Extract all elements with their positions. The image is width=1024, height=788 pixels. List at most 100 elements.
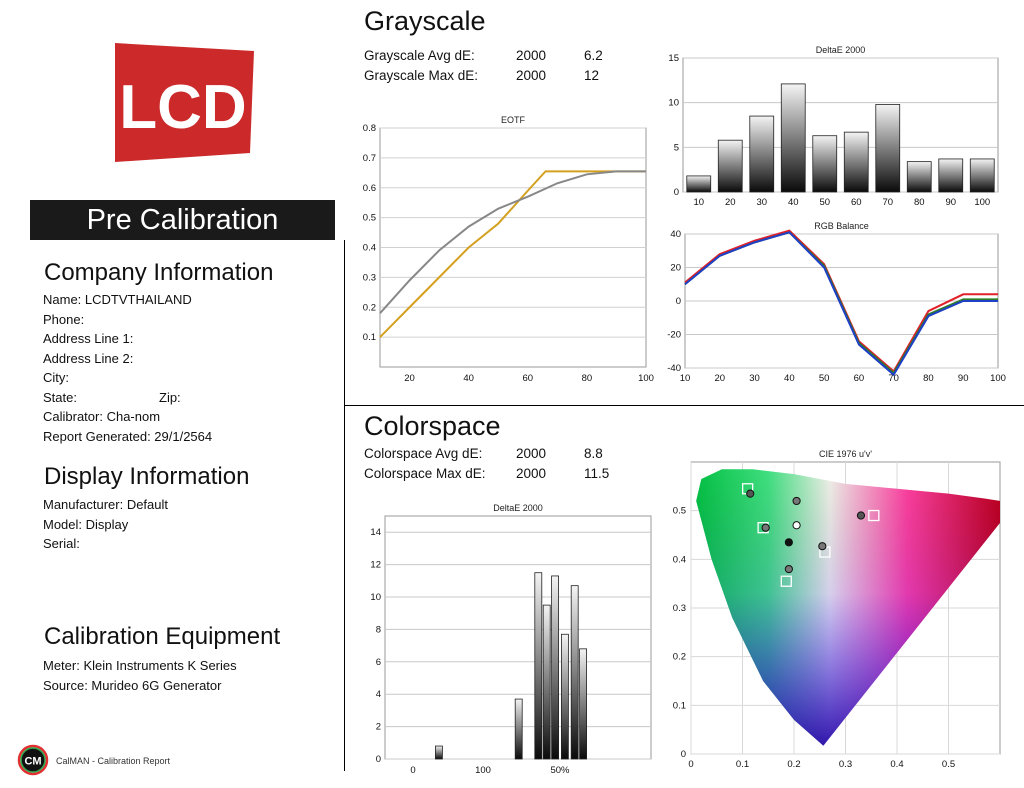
gray-de-y-tick-label: 10 bbox=[668, 98, 679, 109]
colorspace-title: Colorspace bbox=[364, 411, 501, 441]
equipment-source: Source: Murideo 6G Generator bbox=[43, 677, 222, 693]
company-zip: Zip: bbox=[159, 389, 181, 405]
company-phone: Phone: bbox=[43, 311, 85, 327]
cie-y-tick-label: 0.2 bbox=[673, 652, 686, 663]
eotf-y-tick-label: 0.8 bbox=[363, 123, 376, 134]
eotf-series-0-line bbox=[379, 170, 646, 338]
rgb-balance-x-tick-label: 80 bbox=[923, 373, 934, 384]
rgb-balance-y-tick-label: 40 bbox=[670, 229, 681, 240]
colorspace-deltae-chart: DeltaE 2000 0 2 4 6 8 10 12 14 0 100 50% bbox=[370, 503, 652, 776]
color-de-bar bbox=[514, 698, 523, 760]
rgb-balance-y-tick-label: -40 bbox=[667, 363, 681, 374]
company-information-list: Name: LCDTVTHAILAND Phone: Address Line … bbox=[43, 290, 212, 446]
vertical-divider bbox=[344, 240, 345, 771]
colorspace-max-value: 11.5 bbox=[584, 466, 610, 481]
gray-de-bar bbox=[812, 135, 838, 193]
logo-badge bbox=[115, 43, 254, 162]
grayscale-stats: Grayscale Avg dE: 2000 6.2 Grayscale Max… bbox=[364, 48, 644, 88]
eotf-y-tick-label: 0.7 bbox=[363, 153, 376, 164]
color-de-y-tick-label: 8 bbox=[376, 624, 381, 635]
gray-de-y-tick-label: 0 bbox=[674, 187, 679, 198]
rgb-balance-x-tick-label: 20 bbox=[714, 373, 725, 384]
company-report-generated: Report Generated: 29/1/2564 bbox=[43, 428, 213, 444]
company-name: Name: LCDTVTHAILAND bbox=[43, 292, 192, 307]
color-de-y-tick-label: 0 bbox=[376, 754, 381, 765]
gray-de-x-tick-label: 40 bbox=[788, 197, 799, 208]
rgb-balance-y-tick-label: 20 bbox=[670, 263, 681, 274]
gray-de-bar bbox=[906, 161, 932, 193]
eotf-y-tick-label: 0.5 bbox=[363, 213, 376, 224]
rgb-balance-x-tick-label: 90 bbox=[958, 373, 969, 384]
gray-de-x-tick-label: 50 bbox=[819, 197, 830, 208]
display-model: Model: Display bbox=[43, 516, 129, 532]
grayscale-avg-standard: 2000 bbox=[516, 48, 547, 63]
gray-de-bar bbox=[780, 83, 806, 193]
gray-de-x-tick-label: 30 bbox=[756, 197, 767, 208]
cie-y-tick-label: 0.3 bbox=[673, 603, 686, 614]
cie-title: CIE 1976 u'v' bbox=[819, 449, 872, 459]
grayscale-title: Grayscale bbox=[364, 6, 486, 36]
eotf-chart: EOTF 0.1 0.2 0.3 0.4 0.5 0.6 0.7 0.8 20 40 60 80 100 bbox=[363, 115, 654, 384]
color-de-bar bbox=[579, 648, 588, 760]
grayscale-deltae-chart: DeltaE 2000 0 5 10 15 10 20 30 40 50 60 70 80 90 100 bbox=[668, 45, 999, 208]
eotf-y-tick-label: 0.3 bbox=[363, 272, 376, 283]
colorspace-avg-standard: 2000 bbox=[516, 446, 547, 461]
cie-1976-chart: CIE 1976 u'v' 0 0.1 0.2 0.3 0.4 0.5 0 0.1 0.2 0.3 0… bbox=[673, 449, 1001, 770]
company-state: State: bbox=[43, 389, 77, 405]
cie-measured-point bbox=[784, 538, 793, 547]
gray-de-bar bbox=[749, 115, 775, 193]
rgb-balance-x-tick-label: 40 bbox=[784, 373, 795, 384]
color-de-bar bbox=[570, 585, 579, 760]
grayscale-avg-row: Grayscale Avg dE: 2000 6.2 bbox=[364, 48, 644, 68]
cie-target-marker bbox=[868, 509, 880, 522]
rgb-balance-x-tick-label: 10 bbox=[680, 373, 691, 384]
eotf-title: EOTF bbox=[501, 115, 526, 125]
pre-calibration-banner: Pre Calibration bbox=[30, 200, 335, 240]
gray-de-bar bbox=[717, 139, 743, 193]
equipment-meter: Meter: Klein Instruments K Series bbox=[43, 658, 237, 673]
rgb-balance-y-tick-label: -20 bbox=[667, 330, 681, 341]
gray-de-title: DeltaE 2000 bbox=[816, 45, 866, 55]
color-de-y-tick-label: 14 bbox=[370, 527, 381, 538]
calibration-equipment-title: Calibration Equipment bbox=[44, 623, 281, 650]
company-information-title: Company Information bbox=[44, 259, 274, 286]
colorspace-max-standard: 2000 bbox=[516, 466, 547, 481]
cie-y-tick-label: 0.4 bbox=[673, 554, 686, 565]
company-address-1: Address Line 1: bbox=[43, 331, 134, 346]
eotf-x-tick-label: 80 bbox=[582, 373, 593, 384]
rgb-balance-x-tick-label: 60 bbox=[854, 373, 865, 384]
rgb-balance-y-tick-label: 0 bbox=[676, 296, 681, 307]
colorspace-max-label: Colorspace Max dE: bbox=[364, 466, 486, 481]
gray-de-bar bbox=[686, 175, 712, 193]
cie-measured-point bbox=[746, 489, 755, 498]
gray-de-bar bbox=[938, 158, 964, 193]
eotf-x-tick-label: 40 bbox=[463, 373, 474, 384]
color-de-bar bbox=[560, 633, 569, 760]
rgb-balance-x-tick-label: 70 bbox=[888, 373, 899, 384]
eotf-x-tick-label: 20 bbox=[404, 373, 415, 384]
eotf-x-tick-label: 60 bbox=[522, 373, 533, 384]
eotf-y-tick-label: 0.2 bbox=[363, 302, 376, 313]
grayscale-max-value: 12 bbox=[584, 68, 600, 83]
cie-measured-point bbox=[784, 564, 793, 574]
cie-x-tick-label: 0.2 bbox=[787, 759, 800, 770]
company-state-row: State: Zip: bbox=[43, 388, 212, 408]
cie-x-tick-label: 0.4 bbox=[890, 759, 903, 770]
gray-de-x-tick-label: 90 bbox=[945, 197, 956, 208]
gray-de-bar bbox=[969, 158, 995, 193]
cie-measured-point bbox=[792, 521, 801, 530]
eotf-y-tick-label: 0.4 bbox=[363, 243, 376, 254]
color-de-bar bbox=[551, 575, 560, 760]
color-de-bar bbox=[435, 745, 443, 760]
grayscale-avg-label: Grayscale Avg dE: bbox=[364, 48, 475, 63]
display-information-title: Display Information bbox=[44, 463, 250, 490]
gray-de-y-tick-label: 15 bbox=[668, 53, 679, 64]
gray-de-bar bbox=[875, 104, 901, 193]
gray-de-bar bbox=[843, 131, 869, 193]
rgb-balance-series-2-line bbox=[684, 231, 998, 377]
footer-text: CalMAN - Calibration Report bbox=[56, 756, 171, 766]
gray-de-x-tick-label: 60 bbox=[851, 197, 862, 208]
calman-logo-text: CM bbox=[24, 756, 41, 768]
company-calibrator: Calibrator: Cha-nom bbox=[43, 409, 161, 424]
colorspace-max-row: Colorspace Max dE: 2000 11.5 bbox=[364, 466, 644, 486]
